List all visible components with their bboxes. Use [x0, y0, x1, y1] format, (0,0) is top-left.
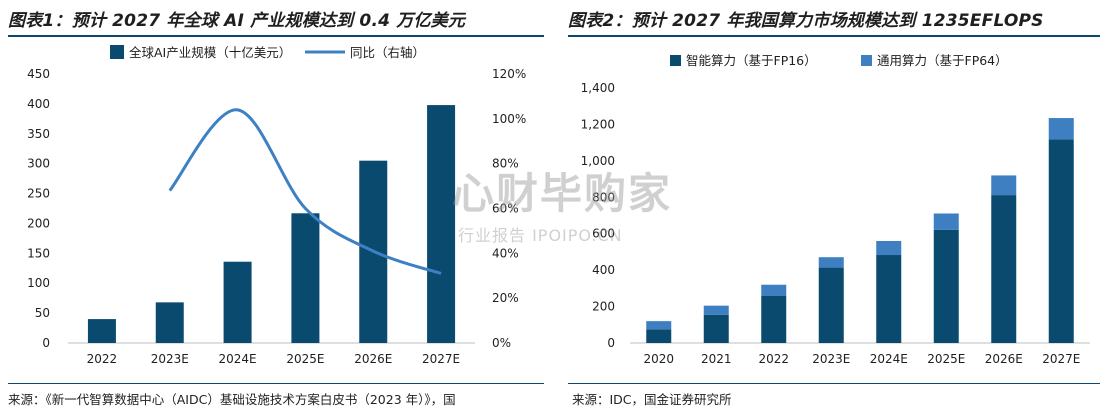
- chart2-bar-intelligent: [818, 267, 844, 343]
- chart1-ytick-right: 0%: [492, 336, 511, 350]
- chart1-ytick-right: 40%: [492, 246, 519, 260]
- chart2-bar-intelligent: [703, 314, 729, 343]
- chart2-bar-intelligent: [646, 329, 672, 343]
- chart1-ytick-left: 200: [27, 216, 50, 230]
- chart2-ytick: 1,000: [581, 154, 615, 168]
- chart1-ytick-left: 50: [35, 306, 50, 320]
- chart1-ytick-right: 120%: [492, 67, 526, 81]
- chart2-bar-general: [703, 305, 729, 315]
- chart2-bar-general: [933, 213, 959, 230]
- chart2-bar-general: [818, 257, 844, 268]
- chart1-source: 来源：《新一代智算数据中心（AIDC）基础设施技术方案白皮书（2023 年）》，…: [8, 392, 456, 407]
- chart2-bar-intelligent: [991, 195, 1017, 343]
- chart1-ytick-left: 250: [27, 187, 50, 201]
- chart2-bar-general: [646, 321, 672, 330]
- chart2-source: 来源：IDC，国金证券研究所: [572, 392, 732, 407]
- chart1-bottom-rule: [8, 383, 544, 384]
- chart1-ytick-right: 20%: [492, 291, 519, 305]
- chart1-ytick-left: 150: [27, 246, 50, 260]
- chart2-bar-general: [761, 284, 787, 296]
- chart2-xtick: 2023E: [812, 352, 850, 366]
- chart2-ytick: 400: [592, 263, 615, 277]
- watermark-subtitle: 行业报告 IPOIPO.CN: [458, 226, 623, 245]
- chart1-ytick-left: 400: [27, 97, 50, 111]
- chart1-bar: [223, 261, 252, 343]
- chart1-ytick-left: 300: [27, 157, 50, 171]
- chart2-bar-general: [876, 241, 902, 256]
- chart1-svg: 0 50 100 150 200 250 300 350 400 450 0% 20% 40% 60% 80…: [27, 45, 526, 366]
- chart2-xtick: 2025E: [927, 352, 965, 366]
- chart1-bar: [291, 213, 320, 343]
- chart2-bar-intelligent: [761, 295, 787, 343]
- chart2-xtick: 2021: [701, 352, 732, 366]
- chart1-ytick-right: 80%: [492, 157, 519, 171]
- chart1-xtick: 2026E: [354, 352, 392, 366]
- chart1-legend-line-label: 同比（右轴）: [350, 45, 425, 60]
- chart2-bar-general: [991, 175, 1017, 196]
- chart1-ytick-right: 60%: [492, 202, 519, 216]
- chart1-ytick-left: 450: [27, 67, 50, 81]
- chart2-ytick: 0: [607, 336, 615, 350]
- chart2-bar-intelligent: [1048, 139, 1074, 343]
- chart2-bar-intelligent: [876, 255, 902, 343]
- chart1-title-rule: [8, 35, 544, 37]
- chart1-xtick: 2024E: [219, 352, 257, 366]
- chart2-legend-intelligent-label: 智能算力（基于FP16）: [686, 53, 817, 68]
- chart2-title-rule: [568, 35, 1100, 37]
- chart1-xtick: 2022: [87, 352, 118, 366]
- chart2-xtick: 2024E: [870, 352, 908, 366]
- chart2-ytick: 800: [592, 190, 615, 204]
- chart1-ytick-left: 350: [27, 127, 50, 141]
- chart1-yoy-line: [168, 108, 442, 275]
- chart2-xtick: 2022: [758, 352, 789, 366]
- chart1-bar: [87, 319, 116, 343]
- chart2-ytick: 200: [592, 300, 615, 314]
- chart1-xtick: 2023E: [151, 352, 189, 366]
- chart2-ytick: 1,400: [581, 81, 615, 95]
- chart2-title: 图表2：预计 2027 年我国算力市场规模达到 1235EFLOPS: [568, 11, 1044, 31]
- chart1-ytick-right: 100%: [492, 112, 526, 126]
- chart1-xtick: 2025E: [286, 352, 324, 366]
- chart2-xtick: 2020: [643, 352, 674, 366]
- chart2-xtick: 2027E: [1042, 352, 1080, 366]
- chart2-legend-general-label: 通用算力（基于FP64）: [877, 53, 1008, 68]
- chart1-ytick-left: 0: [42, 336, 50, 350]
- chart1-legend-bar-swatch: [110, 45, 124, 59]
- watermark-logo: 心财毕购家: [452, 169, 673, 218]
- chart1-bar: [427, 105, 456, 343]
- chart2-legend-general-swatch: [861, 55, 872, 66]
- chart1-xtick: 2027E: [422, 352, 460, 366]
- chart1-bar: [155, 302, 184, 343]
- chart2-legend-intelligent-swatch: [670, 55, 681, 66]
- chart2-svg: 0 200 400 600 800 1,000 1,200 1,400 2020 2021 2022…: [581, 53, 1090, 366]
- chart2-xtick: 2026E: [985, 352, 1023, 366]
- chart2-ytick: 1,200: [581, 117, 615, 131]
- chart1-ytick-left: 100: [27, 276, 50, 290]
- chart1-title: 图表1：预计 2027 年全球 AI 产业规模达到 0.4 万亿美元: [8, 11, 466, 31]
- chart1-legend-bar-label: 全球AI产业规模（十亿美元）: [129, 45, 291, 60]
- chart2-bar-general: [1048, 118, 1074, 140]
- chart2-bottom-rule: [568, 383, 1100, 384]
- chart2-bar-intelligent: [933, 229, 959, 343]
- chart2-ytick: 600: [592, 227, 615, 241]
